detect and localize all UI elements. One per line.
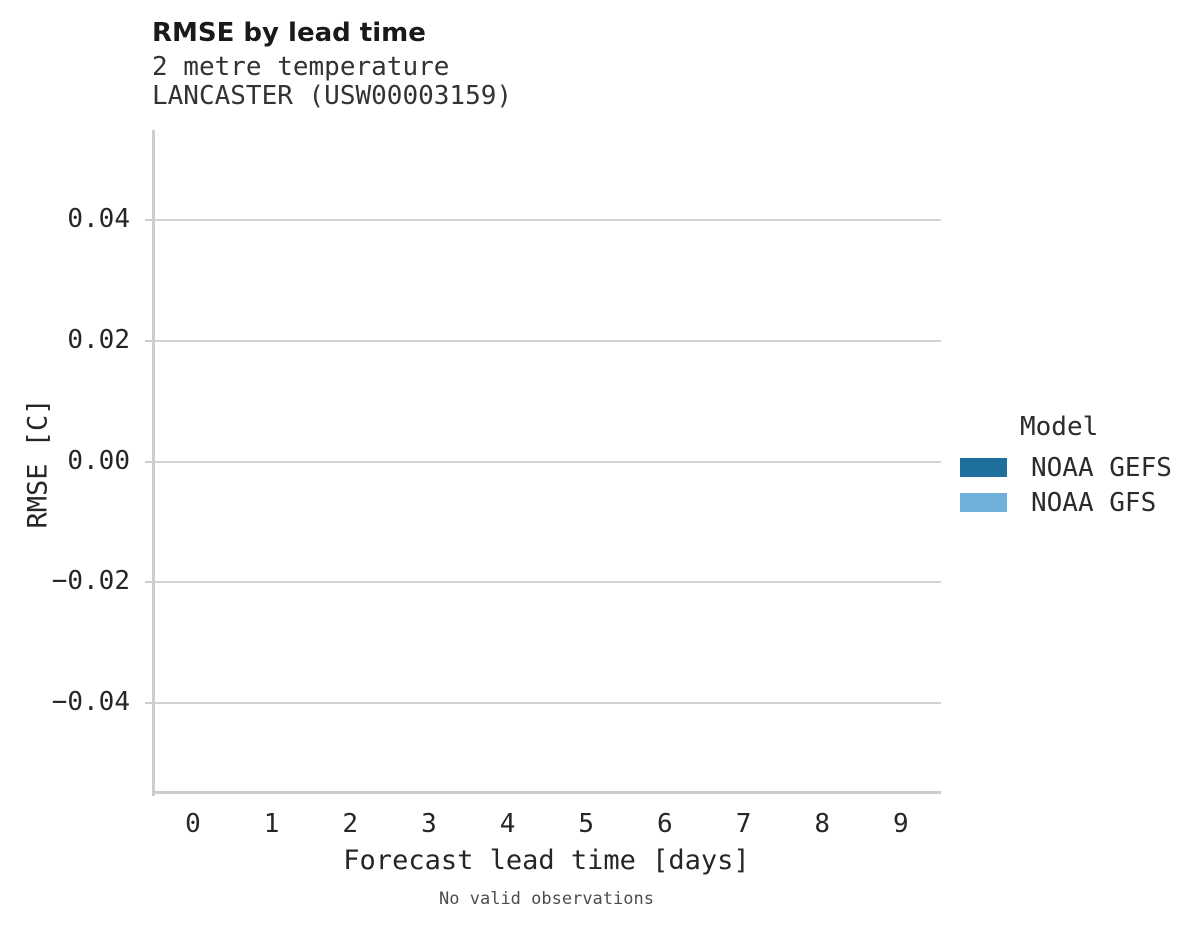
legend-swatch: [960, 458, 1007, 477]
y-tick-mark: [145, 701, 152, 704]
chart-subtitle-variable: 2 metre temperature: [152, 52, 450, 82]
x-tick-label: 2: [342, 809, 359, 839]
x-axis-label: Forecast lead time [days]: [343, 845, 750, 876]
y-tick-label: 0.04: [67, 204, 130, 235]
x-tick-label: 3: [421, 809, 437, 839]
x-axis-spine: [152, 791, 941, 794]
y-tick-mark: [145, 339, 152, 342]
x-tick-label: 1: [263, 809, 280, 839]
y-tick-mark: [145, 581, 152, 584]
y-tick-mark: [145, 219, 152, 222]
y-gridline: [155, 460, 941, 463]
y-tick-mark: [145, 460, 152, 463]
legend-label: NOAA GFS: [1031, 487, 1157, 518]
x-tick-label: 4: [499, 809, 516, 839]
x-tick-label: 7: [735, 809, 752, 839]
x-tick-label: 6: [657, 809, 673, 839]
y-tick-label: 0.02: [67, 324, 130, 355]
y-tick-label: 0.00: [67, 445, 130, 476]
chart-title: RMSE by lead time: [152, 18, 426, 48]
legend-label: NOAA GEFS: [1031, 452, 1172, 483]
chart-annotation: No valid observations: [439, 889, 654, 909]
legend-title: Model: [1020, 412, 1099, 442]
legend-swatch: [960, 493, 1007, 512]
y-gridline: [155, 581, 941, 584]
x-tick-label: 8: [814, 809, 831, 839]
y-axis-label: RMSE [C]: [22, 398, 54, 529]
legend-item: NOAA GFS: [960, 485, 1172, 520]
legend-items: NOAA GEFS NOAA GFS: [960, 450, 1172, 520]
y-tick-label: −0.02: [51, 566, 130, 597]
legend: Model NOAA GEFS NOAA GFS: [960, 412, 1172, 520]
chart-subtitle-station: LANCASTER (USW00003159): [152, 81, 513, 111]
y-axis-spine: [152, 130, 155, 796]
x-tick-label: 5: [578, 809, 595, 839]
y-gridline: [155, 701, 941, 704]
legend-item: NOAA GEFS: [960, 450, 1172, 485]
x-tick-label: 0: [185, 809, 201, 839]
y-gridline: [155, 339, 941, 342]
y-gridline: [155, 219, 941, 222]
y-tick-label: −0.04: [51, 686, 130, 717]
x-tick-label: 9: [893, 809, 909, 839]
